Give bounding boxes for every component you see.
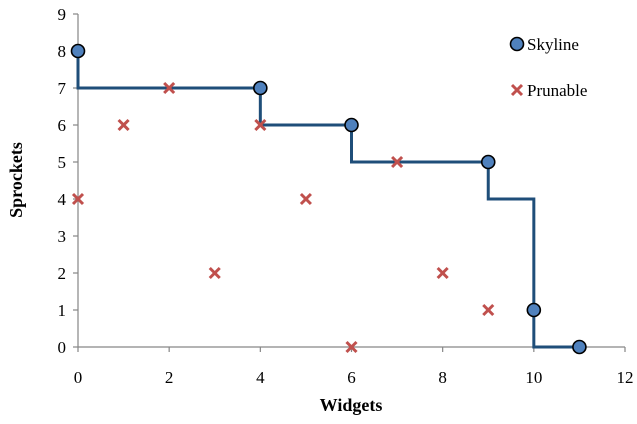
skyline-step-path (78, 51, 579, 347)
y-tick-label: 3 (58, 227, 67, 246)
skyline-point (573, 341, 586, 354)
x-tick-label: 12 (617, 368, 634, 387)
prunable-point (301, 194, 311, 204)
y-tick-label: 5 (58, 153, 67, 172)
prunable-point (119, 120, 129, 130)
skyline-point (345, 119, 358, 132)
y-tick-label: 9 (58, 5, 67, 24)
y-tick-label: 4 (58, 190, 67, 209)
legend-label: Prunable (527, 81, 587, 100)
y-tick-label: 1 (58, 301, 67, 320)
skyline-point (482, 156, 495, 169)
legend-circle-icon (511, 38, 524, 51)
legend: Skyline Prunable (511, 35, 588, 100)
prunable-point (483, 305, 493, 315)
y-axis-title: Sprockets (6, 142, 26, 218)
legend-item-skyline: Skyline (511, 35, 579, 54)
skyline-step-line (78, 51, 579, 347)
legend-item-prunable: Prunable (512, 81, 587, 100)
x-tick-label: 8 (438, 368, 447, 387)
y-tick-label: 2 (58, 264, 67, 283)
x-tick-label: 4 (256, 368, 265, 387)
y-tick-label: 6 (58, 116, 67, 135)
legend-x-icon (512, 85, 522, 95)
skyline-point (254, 82, 267, 95)
y-tick-label: 8 (58, 42, 67, 61)
prunable-point (438, 268, 448, 278)
prunable-point (210, 268, 220, 278)
y-tick-label: 7 (58, 79, 67, 98)
x-axis-title: Widgets (320, 395, 383, 415)
legend-label: Skyline (527, 35, 579, 54)
skyline-point (527, 304, 540, 317)
x-tick-label: 0 (74, 368, 83, 387)
x-tick-label: 6 (347, 368, 356, 387)
x-tick-label: 10 (525, 368, 542, 387)
y-tick-label: 0 (58, 338, 67, 357)
skyline-point (72, 45, 85, 58)
x-tick-label: 2 (165, 368, 174, 387)
axes (78, 14, 625, 347)
tick-marks (73, 14, 625, 352)
